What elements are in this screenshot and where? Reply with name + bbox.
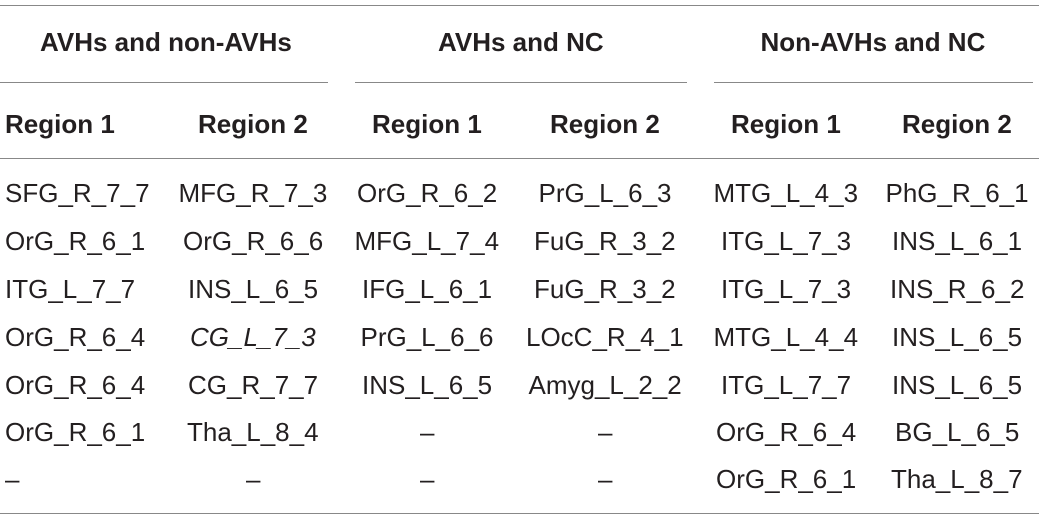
table-cell: ITG_L_7_3 (721, 274, 852, 304)
table-cell: PhG_R_6_1 (885, 178, 1029, 208)
table-cell: OrG_R_6_4 (5, 322, 146, 352)
table-cell: OrG_R_6_1 (716, 464, 857, 494)
table-cell: INS_L_6_5 (188, 274, 319, 304)
table-cell: CG_R_7_7 (188, 370, 319, 400)
table-cell: FuG_R_3_2 (534, 226, 676, 256)
table-cell: OrG_R_6_2 (357, 178, 498, 208)
table-cell: PrG_L_6_3 (538, 178, 672, 208)
column-header: Region 1 (372, 109, 482, 139)
table-cell: – (598, 417, 613, 447)
table-cell: ITG_L_7_7 (721, 370, 852, 400)
table-cell: ITG_L_7_3 (721, 226, 852, 256)
table-cell: – (5, 464, 20, 494)
table-cell: INS_L_6_5 (892, 370, 1023, 400)
table-cell: MTG_L_4_4 (713, 322, 859, 352)
table-cell: Tha_L_8_4 (187, 417, 319, 447)
column-header: Region 2 (550, 109, 660, 139)
column-header: Region 2 (198, 109, 308, 139)
table-cell: OrG_R_6_4 (716, 417, 857, 447)
table-cell: BG_L_6_5 (895, 417, 1020, 447)
group-header: Non-AVHs and NC (760, 27, 986, 57)
table-cell: OrG_R_6_6 (183, 226, 324, 256)
table-cell: INS_L_6_1 (892, 226, 1023, 256)
top-rule (0, 5, 1039, 6)
table-cell: Amyg_L_2_2 (528, 370, 682, 400)
table-cell: IFG_L_6_1 (362, 274, 493, 304)
table-cell: LOcC_R_4_1 (526, 322, 684, 352)
table-cell: OrG_R_6_1 (5, 417, 146, 447)
table-cell: INS_L_6_5 (362, 370, 493, 400)
column-header: Region 2 (902, 109, 1012, 139)
header-rule (0, 158, 1039, 159)
table-cell: – (598, 464, 613, 494)
table-cell: OrG_R_6_1 (5, 226, 146, 256)
group-rule (355, 82, 687, 83)
table-cell: SFG_R_7_7 (5, 178, 150, 208)
table-cell: INS_L_6_5 (892, 322, 1023, 352)
bottom-rule (0, 513, 1039, 514)
table-cell: FuG_R_3_2 (534, 274, 676, 304)
table-cell: – (246, 464, 261, 494)
table-cell: – (420, 417, 435, 447)
table-cell: PrG_L_6_6 (360, 322, 494, 352)
table-cell: INS_R_6_2 (890, 274, 1025, 304)
table-cell: OrG_R_6_4 (5, 370, 146, 400)
group-rule (714, 82, 1033, 83)
group-header: AVHs and NC (438, 27, 604, 57)
group-header: AVHs and non-AVHs (40, 27, 292, 57)
column-header: Region 1 (731, 109, 841, 139)
table-cell: Tha_L_8_7 (891, 464, 1023, 494)
table-cell: MTG_L_4_3 (713, 178, 859, 208)
table-cell: MFG_L_7_4 (354, 226, 500, 256)
table-cell: CG_L_7_3 (190, 322, 316, 352)
group-rule (0, 82, 328, 83)
table-cell: ITG_L_7_7 (5, 274, 136, 304)
column-header: Region 1 (5, 109, 115, 139)
table-cell: – (420, 464, 435, 494)
table-cell: MFG_R_7_3 (178, 178, 328, 208)
